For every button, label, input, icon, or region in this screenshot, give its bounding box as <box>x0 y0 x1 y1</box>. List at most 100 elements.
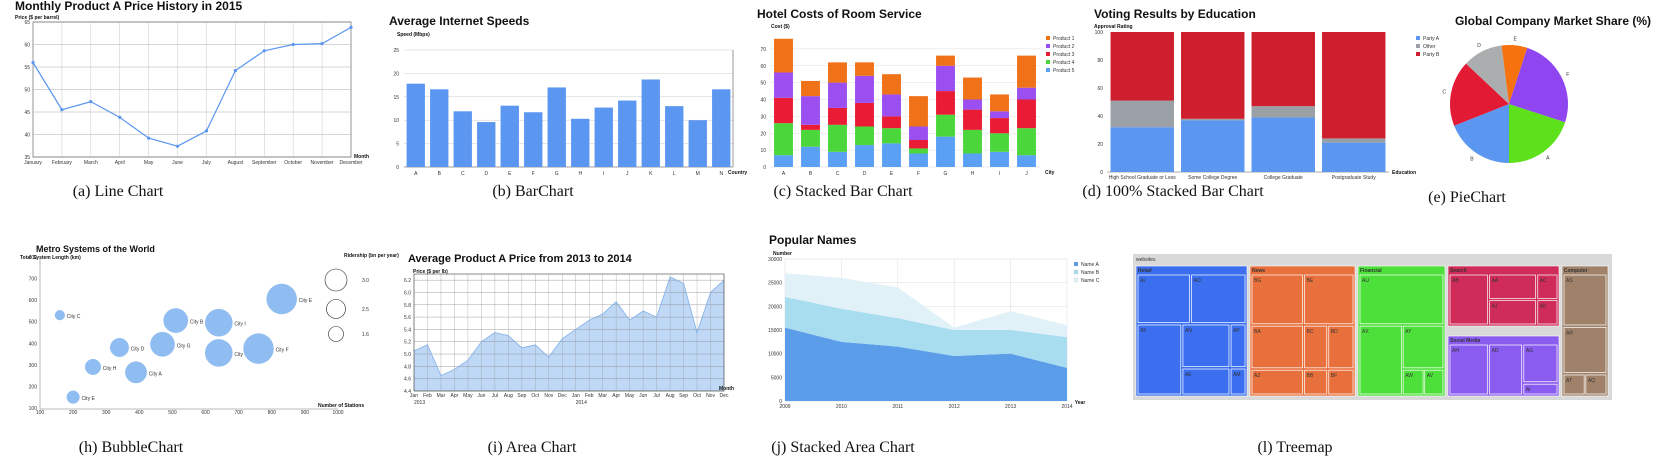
bar-M <box>688 120 707 167</box>
stacked-xtick: C <box>836 171 840 177</box>
treemap-cell <box>1328 369 1354 395</box>
stacked-seg-F <box>909 140 928 149</box>
stacked-seg-I <box>990 94 1009 112</box>
bar-L <box>665 106 684 167</box>
stacked-seg-D <box>855 145 874 167</box>
pct-legend-label: Party A <box>1423 36 1440 42</box>
line-xtick: November <box>311 160 334 166</box>
bar-B <box>430 89 449 167</box>
treemap-cell <box>1489 274 1536 299</box>
area-xtick: Oct <box>693 393 701 399</box>
bubble-size-legend-circle <box>326 299 346 319</box>
treemap-cell-label: AN <box>1185 328 1192 334</box>
treemap-cell-label: AT <box>1566 378 1572 384</box>
caption-sarea: (j) Stacked Area Chart <box>771 439 915 456</box>
area-ytick: 4.4 <box>404 389 411 395</box>
bubble-label: City D <box>131 347 145 353</box>
stacked-seg-G <box>936 65 955 92</box>
bar-F <box>524 112 543 167</box>
pct-seg <box>1181 120 1245 172</box>
area-xtick: Jul <box>653 393 659 399</box>
treemap-cell-label: AL <box>1140 278 1146 284</box>
treemap-cell-label: AU <box>1362 278 1369 284</box>
area-xtick: May <box>625 393 635 399</box>
pie-label: E <box>1514 36 1518 42</box>
stacked-seg-I <box>990 133 1009 152</box>
stacked-seg-H <box>963 153 982 167</box>
line-point <box>204 129 209 133</box>
stacked-seg-I <box>990 118 1009 134</box>
bubble-ytick: 100 <box>29 406 38 412</box>
treemap-group-label: News <box>1252 268 1265 274</box>
stacked-xtick: F <box>917 171 920 177</box>
area-xtick: May <box>463 393 473 399</box>
sarea-legend-swatch <box>1073 261 1079 267</box>
stacked-seg-D <box>855 62 874 76</box>
pie-slice-A <box>1509 104 1566 163</box>
stacked-seg-C <box>828 151 847 167</box>
caption-treemap: (l) Treemap <box>1257 439 1332 456</box>
stacked-seg-C <box>828 107 847 125</box>
stacked-seg-B <box>801 146 820 167</box>
stacked-ytick: 30 <box>760 114 766 120</box>
line-xtick: October <box>284 160 302 166</box>
treemap-cell-label: AB <box>1452 278 1459 284</box>
bubble-ytick: 700 <box>29 277 38 283</box>
sarea-xlabel: Year <box>1075 400 1086 406</box>
bubble-point <box>54 310 65 321</box>
line-ytick: 35 <box>24 155 30 161</box>
treemap-cell-label: AX <box>1362 329 1369 335</box>
bubble-label: City A <box>149 371 163 377</box>
bubble-xtick: 200 <box>69 410 78 416</box>
bubble-ytick: 300 <box>29 363 38 369</box>
bubble-size-legend-label: 2.5 <box>362 307 369 313</box>
bubble-size-legend-title: Ridership (bn per year) <box>344 253 399 259</box>
stacked-seg-B <box>801 129 820 147</box>
stacked-legend-label: Product 5 <box>1053 68 1075 74</box>
treemap-cell <box>1449 274 1488 325</box>
bubble-label: City H <box>103 366 117 372</box>
sarea-ytick: 5000 <box>771 375 782 381</box>
sarea-xtick: 2014 <box>1061 404 1072 410</box>
treemap-cell-label: AP <box>1233 328 1240 334</box>
area-ytick: 6.2 <box>404 278 411 284</box>
stacked-xtick: A <box>782 171 786 177</box>
area-xtick: Apr <box>612 393 620 399</box>
bar-title: Average Internet Speeds <box>389 14 530 28</box>
treemap-cell <box>1137 274 1190 323</box>
treemap-cell <box>1402 325 1444 369</box>
stacked-ytick: 40 <box>760 98 766 104</box>
stacked-seg-A <box>774 97 793 124</box>
sarea-ytick: 0 <box>779 399 782 405</box>
treemap-cell <box>1304 369 1328 395</box>
stacked-seg-J <box>1017 87 1036 100</box>
line-point <box>147 136 151 140</box>
stacked-legend-swatch <box>1046 52 1050 56</box>
pct-xtick: Postgraduate Study <box>1332 175 1376 181</box>
bar-xtick: N <box>719 171 723 177</box>
stacked-seg-A <box>774 123 793 156</box>
bar-E <box>500 105 519 167</box>
pct-seg <box>1110 100 1174 128</box>
bar-H <box>571 118 590 167</box>
area-xtick: Jul <box>492 393 498 399</box>
sarea-legend-swatch <box>1073 277 1079 283</box>
pct-seg <box>1251 32 1315 107</box>
stacked-seg-J <box>1017 99 1036 129</box>
line-xtick: September <box>252 160 277 166</box>
treemap-cell <box>1328 325 1354 369</box>
line-xlabel: Month <box>354 154 369 160</box>
pct-seg <box>1181 32 1245 119</box>
stacked-seg-J <box>1017 128 1036 156</box>
bar-xtick: J <box>626 171 629 177</box>
line-ytick: 45 <box>24 110 30 116</box>
line-xtick: June <box>172 160 183 166</box>
pct-seg <box>1251 106 1315 118</box>
treemap-cell-label: AE <box>1185 372 1192 378</box>
stacked-seg-H <box>963 109 982 130</box>
bubble-label: City C <box>234 352 248 358</box>
line-xtick: April <box>115 160 125 166</box>
pie-slice-D <box>1465 45 1509 104</box>
stacked-seg-C <box>828 82 847 108</box>
pct-ytick: 100 <box>1095 30 1104 36</box>
